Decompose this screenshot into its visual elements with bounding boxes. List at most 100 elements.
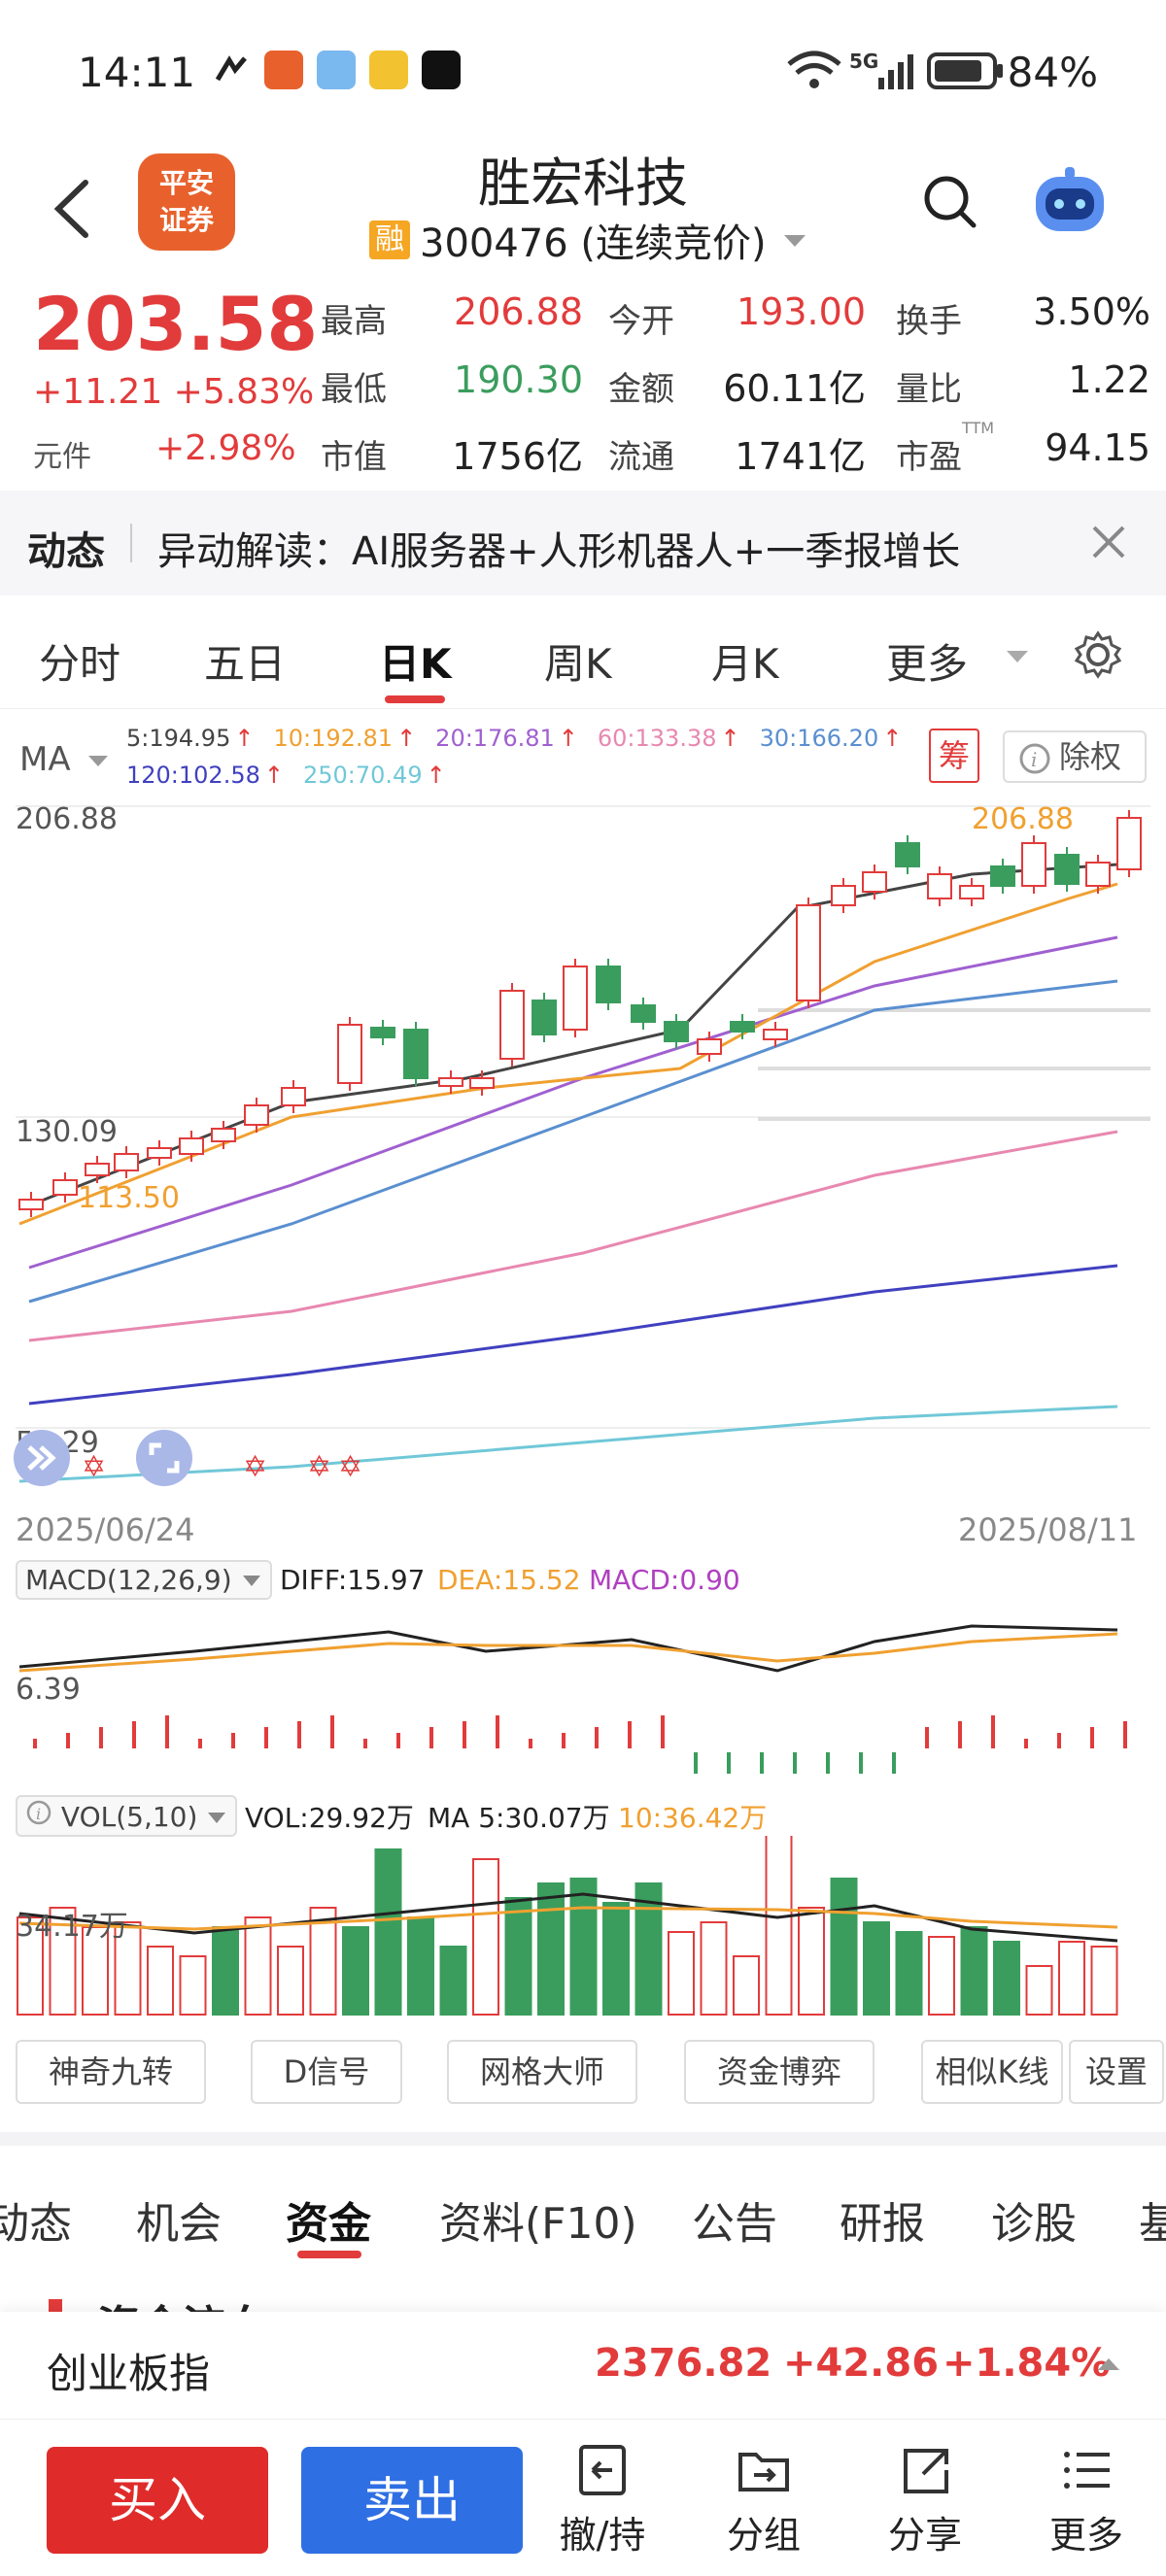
macd-bar: [496, 1715, 499, 1748]
vol-ma10-line: [18, 1906, 1118, 1931]
volume-bar: [602, 1902, 630, 2016]
volume-bar: [1058, 1941, 1085, 2016]
fullscreen-icon[interactable]: [136, 1430, 192, 1486]
news-strip[interactable]: 动态 异动解读：AI服务器+人形机器人+一季报增长: [0, 491, 1166, 595]
quote-panel: 203.58 +11.21 +5.83% 元件 +2.98% 最高 206.88 今…: [0, 277, 1166, 491]
caret-up-icon[interactable]: [1096, 2355, 1121, 2378]
candle-body: [438, 1077, 463, 1087]
quote-label: 市盈: [896, 438, 962, 477]
ex-rights-button[interactable]: i 除权: [1003, 730, 1147, 783]
candle-body: [631, 1004, 656, 1023]
macd-bar: [826, 1752, 830, 1774]
back-arrow-icon[interactable]: [49, 175, 97, 243]
candle-body: [337, 1024, 362, 1084]
candle-body: [927, 873, 952, 899]
svg-text:i: i: [36, 1805, 41, 1823]
active-tab-indicator: [385, 695, 445, 703]
ma-curve: [28, 1264, 1118, 1406]
svg-text:5G: 5G: [849, 50, 878, 73]
date-end: 2025/08/11: [958, 1511, 1138, 1548]
battery-icon: [927, 51, 1005, 95]
similar-kline-button[interactable]: 相似K线: [921, 2040, 1063, 2104]
index-ticker-bar[interactable]: 创业板指 2376.82 +42.86 +1.84%: [0, 2312, 1166, 2419]
active-section-indicator: [297, 2251, 361, 2258]
ma-label: MA: [19, 740, 71, 779]
more-action[interactable]: 更多: [1018, 2441, 1154, 2559]
candlestick-chart[interactable]: ✡ ✡ ✡ ✡: [0, 797, 1166, 1496]
more-label: 更多: [1048, 2514, 1123, 2557]
expand-panel-icon[interactable]: [14, 1430, 70, 1486]
macd-bar: [958, 1721, 962, 1748]
tab-research[interactable]: 研报: [840, 2199, 925, 2249]
tab-more[interactable]: 更多: [886, 640, 969, 688]
buy-button[interactable]: 买入: [47, 2447, 268, 2554]
up-arrow-icon: ↑: [426, 762, 446, 789]
news-text[interactable]: 异动解读：AI服务器+人形机器人+一季报增长: [157, 529, 961, 574]
quote-value: 3.50%: [1033, 290, 1150, 333]
search-icon[interactable]: [921, 173, 979, 231]
tab-daily-k[interactable]: 日K: [379, 640, 452, 688]
ma-legend-row2: 120:102.58 ↑ 250:70.49 ↑: [126, 762, 465, 789]
close-icon[interactable]: [1086, 520, 1131, 564]
macd-dea: DEA:15.52: [437, 1564, 581, 1596]
volume-bar: [830, 1878, 858, 2016]
tab-announcements[interactable]: 公告: [692, 2199, 777, 2249]
quote-value: 206.88: [454, 290, 583, 333]
ma-selector[interactable]: MA: [19, 740, 110, 779]
capital-game-button[interactable]: 资金博弈: [684, 2040, 874, 2104]
share-icon: [904, 2449, 948, 2493]
candle-body: [281, 1087, 306, 1106]
caret-down-icon: [783, 235, 806, 247]
ttm-superscript: TTM: [962, 419, 995, 437]
quote-value: 190.30: [454, 358, 583, 401]
macd-bar: [264, 1727, 268, 1748]
cancel-hold-action[interactable]: 撤/持: [534, 2441, 670, 2559]
info-icon: i: [1019, 743, 1050, 774]
tab-fund[interactable]: 基: [1139, 2199, 1166, 2249]
stock-code-line[interactable]: 融 300476 (连续竞价): [369, 216, 809, 266]
tab-diagnosis[interactable]: 诊股: [991, 2199, 1077, 2249]
tab-capital[interactable]: 资金: [286, 2199, 371, 2249]
tools-settings-button[interactable]: 设置: [1069, 2040, 1164, 2104]
macd-bar: [330, 1715, 334, 1748]
candle-body: [211, 1128, 236, 1142]
tab-intraday[interactable]: 分时: [39, 640, 121, 688]
candle-body: [730, 1021, 755, 1033]
ma-curve: [28, 1130, 1118, 1342]
index-change: +42.86: [783, 2341, 940, 2386]
candle-body: [403, 1029, 429, 1079]
candle-body: [1021, 842, 1046, 887]
info-icon: i: [26, 1800, 51, 1825]
volume-bar: [82, 1926, 109, 2016]
d-signal-button[interactable]: D信号: [251, 2040, 402, 2104]
gear-icon[interactable]: [1073, 629, 1123, 684]
sell-button[interactable]: 卖出: [301, 2447, 523, 2554]
vol-axis-label: 34.17万: [16, 1910, 128, 1944]
vol-ma5-line: [18, 1892, 1118, 1943]
tab-opportunity[interactable]: 机会: [136, 2199, 222, 2249]
chip-distribution-button[interactable]: 筹: [929, 729, 979, 783]
grid-master-button[interactable]: 网格大师: [447, 2040, 637, 2104]
tab-five-day[interactable]: 五日: [204, 640, 287, 688]
volume-bar: [17, 1916, 44, 2016]
candle-body: [147, 1147, 172, 1159]
volume-bar: [309, 1907, 337, 2016]
macd-bar: [661, 1715, 665, 1748]
group-action[interactable]: 分组: [696, 2441, 832, 2559]
tab-f10[interactable]: 资料(F10): [439, 2199, 637, 2249]
signal-star-icon: ✡: [307, 1450, 331, 1484]
share-action[interactable]: 分享: [857, 2441, 993, 2559]
volume-bar: [374, 1848, 402, 2016]
vol-selector[interactable]: i VOL(5,10): [16, 1795, 238, 1837]
caret-down-icon: [208, 1813, 226, 1823]
tab-news[interactable]: 动态: [0, 2199, 72, 2249]
tab-weekly-k[interactable]: 周K: [544, 640, 612, 688]
folder-icon: [738, 2453, 789, 2491]
ai-assistant-robot-icon[interactable]: [1026, 163, 1114, 241]
up-arrow-icon: ↑: [396, 725, 417, 752]
tab-monthly-k[interactable]: 月K: [711, 640, 779, 688]
quote-label: 市值: [321, 438, 387, 477]
macd-selector[interactable]: MACD(12,26,9): [16, 1560, 272, 1600]
magic-nine-button[interactable]: 神奇九转: [16, 2040, 206, 2104]
candle-body: [831, 885, 856, 906]
